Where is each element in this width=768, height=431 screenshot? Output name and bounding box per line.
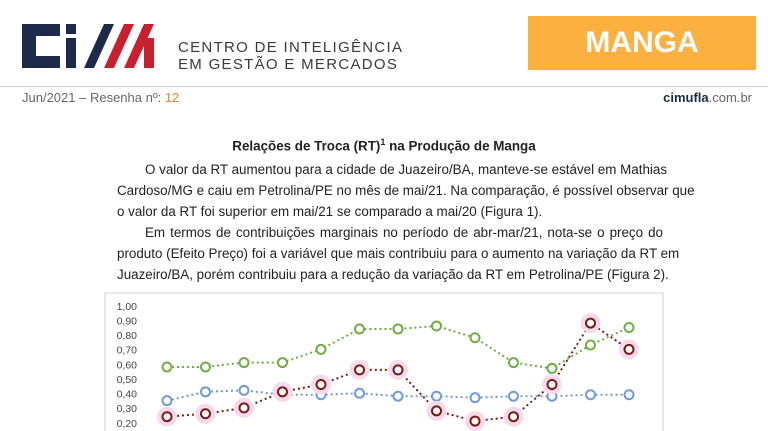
data-point [431, 405, 442, 417]
data-point [238, 402, 250, 414]
site-bold: cimufla [663, 90, 709, 105]
data-point [585, 339, 596, 351]
data-point [161, 361, 173, 373]
title-rest: na Produção de Manga [385, 138, 536, 154]
divider [0, 86, 768, 87]
data-point [354, 323, 365, 335]
logo [22, 24, 154, 68]
org-name: EM GESTÃO E MERCADOS [178, 56, 399, 73]
data-point [392, 323, 404, 335]
data-point [392, 390, 404, 402]
data-point [277, 386, 288, 398]
text-line: produto (Efeito Preço) foi a variável qu… [117, 246, 680, 261]
data-point [161, 395, 173, 407]
y-tick-label: 0,50 [117, 374, 138, 386]
org-name: CENTRO DE INTELIGÊNCIA [178, 39, 404, 56]
text-line: Em termos de contribuições marginais no … [145, 225, 663, 240]
y-tick-label: 0,20 [117, 418, 138, 430]
data-point [238, 357, 250, 369]
data-point [469, 392, 481, 404]
site: cimufla.com.br [663, 90, 752, 105]
data-point [354, 364, 365, 376]
data-point [354, 387, 365, 399]
text-line: o valor da RT foi superior em mai/21 se … [117, 204, 543, 219]
data-point [508, 390, 519, 402]
y-tick-label: 0,60 [117, 359, 138, 371]
data-point [315, 379, 327, 391]
site-rest: .com.br [708, 90, 752, 105]
data-point [623, 389, 635, 401]
data-point [200, 361, 211, 373]
data-point [585, 317, 596, 329]
text-line: O valor da RT aumentou para a cidade de … [145, 162, 668, 177]
data-point [200, 386, 211, 398]
data-point [161, 411, 173, 423]
data-point [431, 320, 442, 332]
data-point [469, 415, 481, 427]
issue-line: Jun/2021 – Resenha nº: 12 [22, 90, 179, 105]
y-tick-label: 0,80 [117, 330, 138, 342]
y-tick-label: 0,40 [117, 389, 138, 401]
chart-frame [104, 292, 664, 431]
data-point [238, 384, 250, 396]
data-point [585, 389, 596, 401]
y-tick-label: 0,30 [117, 403, 138, 415]
date-label: Jun/2021 – Resenha nº: [22, 90, 162, 105]
data-point [623, 321, 635, 333]
y-tick-label: 1,00 [117, 301, 138, 313]
y-tick-label: 0,90 [117, 315, 138, 327]
data-point [469, 332, 481, 344]
text-line: Juazeiro/BA, porém contribuiu para a red… [117, 267, 669, 282]
text-line: Cardoso/MG e caiu em Petrolina/PE no mês… [117, 183, 695, 198]
issue-number: 12 [164, 90, 180, 105]
data-point [392, 364, 404, 376]
data-point [546, 362, 558, 374]
product-badge: MANGA [528, 16, 756, 70]
data-point [623, 343, 635, 355]
data-point [508, 357, 519, 369]
data-point [546, 379, 558, 391]
data-point [277, 357, 288, 369]
y-tick-label: 0,70 [117, 345, 138, 357]
data-point [315, 343, 327, 355]
title: Relações de Troca (RT) [232, 138, 381, 154]
data-point [431, 390, 442, 402]
title-sup: 1 [380, 137, 386, 147]
article-title: Relações de Troca (RT)1 na Produção de M… [0, 137, 768, 153]
data-point [200, 408, 211, 420]
data-point [508, 411, 519, 423]
